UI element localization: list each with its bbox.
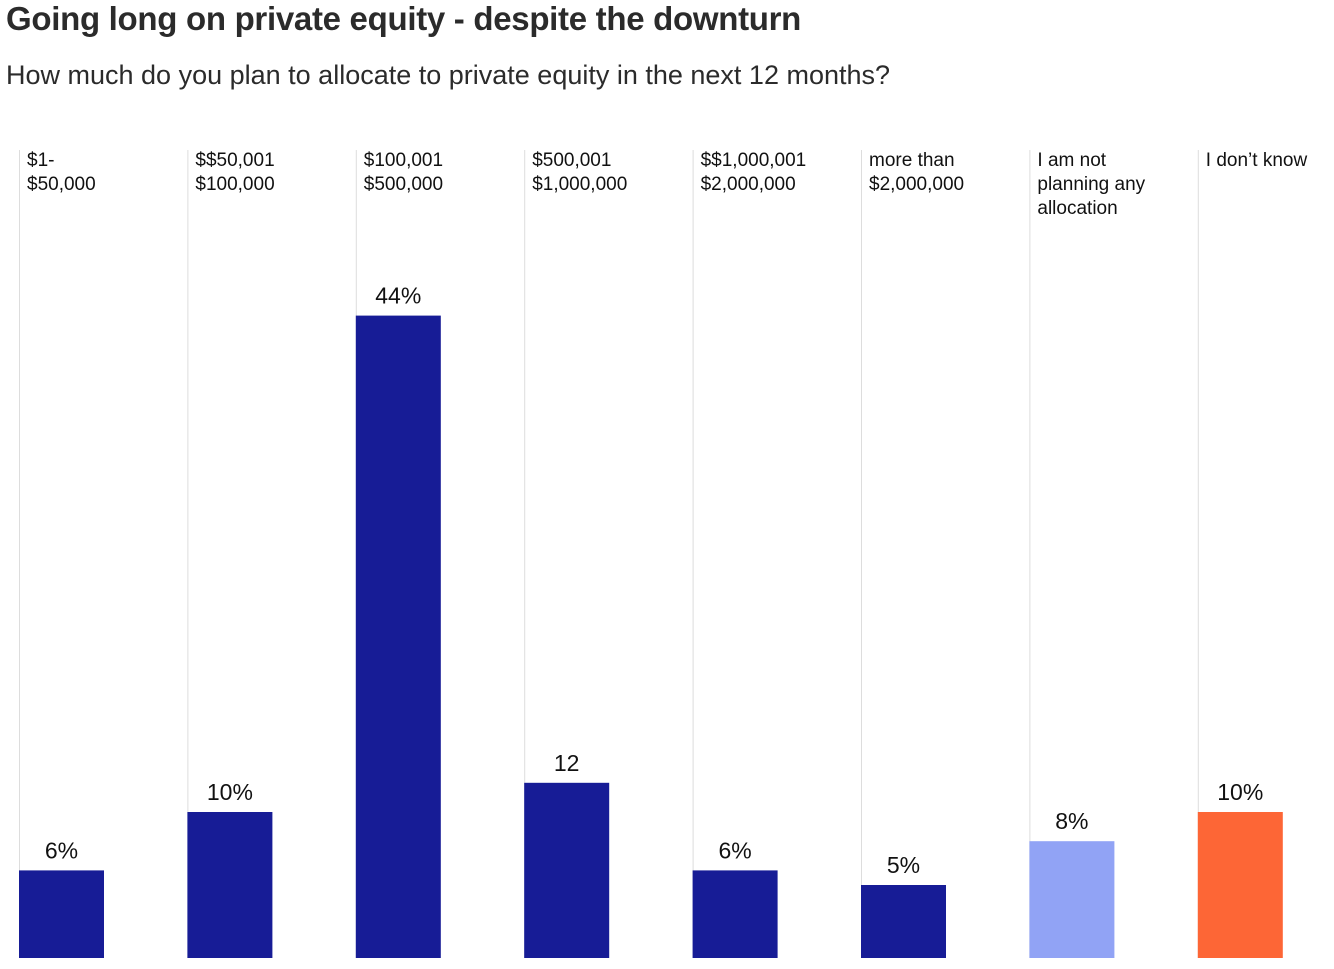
bar (1197, 812, 1283, 958)
category-label: $500,001 $1,000,000 (532, 150, 627, 195)
category-label: I am not planning any allocation (1037, 150, 1145, 219)
category-label: more than $2,000,000 (869, 150, 964, 195)
value-label: 6% (718, 837, 751, 863)
bar (19, 870, 104, 958)
bar (187, 812, 273, 958)
category-label: I don’t know (1206, 150, 1308, 171)
bar (692, 870, 778, 958)
chart-subtitle: How much do you plan to allocate to priv… (6, 60, 891, 90)
value-label: 44% (375, 283, 421, 309)
value-label: 10% (207, 779, 253, 805)
bar (1029, 841, 1115, 958)
value-label: 8% (1055, 808, 1088, 834)
category-label: $1-$50,000 (27, 150, 96, 195)
category-label: $100,001 $500,000 (364, 150, 443, 195)
chart-title: Going long on private equity - despite t… (6, 0, 802, 37)
category-label: $$50,001 $100,000 (195, 150, 274, 195)
value-label: 5% (887, 852, 920, 878)
value-label: 10% (1217, 779, 1263, 805)
bar (355, 315, 441, 959)
bar (861, 885, 946, 958)
value-label: 12 (554, 750, 580, 776)
value-label: 6% (45, 837, 78, 863)
bar (524, 782, 610, 958)
category-label: $$1,000,001 $2,000,000 (701, 150, 807, 195)
